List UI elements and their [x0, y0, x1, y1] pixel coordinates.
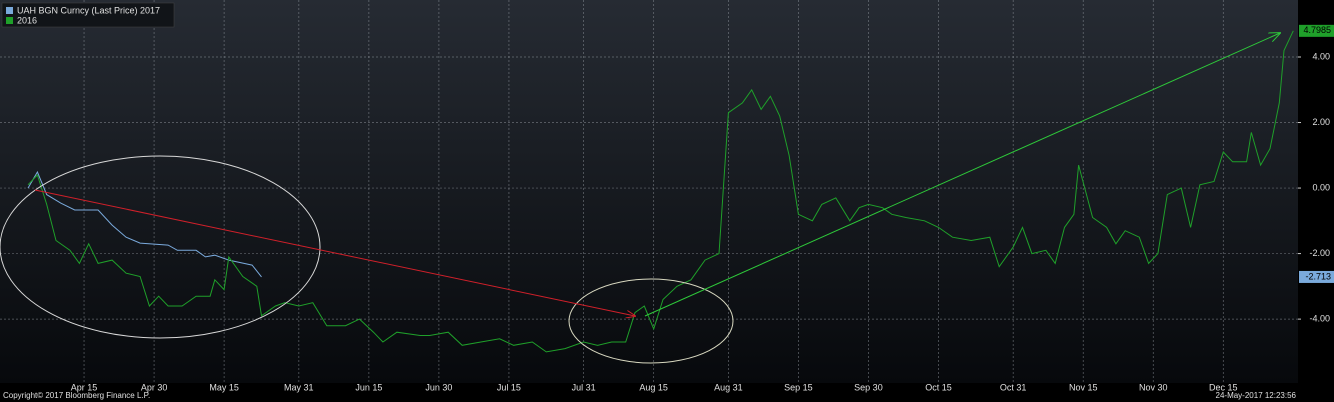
legend-swatch	[6, 17, 13, 24]
y-tick-label: 0.00	[1312, 182, 1330, 192]
copyright: Copyright© 2017 Bloomberg Finance L.P.	[3, 391, 150, 400]
x-tick-label: Apr 15	[71, 382, 98, 392]
plot-area	[0, 0, 1298, 383]
legend-box	[1, 2, 175, 28]
series-line	[27, 30, 1294, 353]
x-tick-label: Apr 30	[141, 382, 168, 392]
timestamp: 24-May-2017 12:23:56	[1216, 391, 1297, 400]
series-line	[27, 170, 262, 278]
x-tick-label: Dec 15	[1209, 382, 1238, 392]
axis-area	[1298, 0, 1334, 402]
x-tick-label: Oct 31	[1000, 382, 1027, 392]
y-tick-label: -4.00	[1309, 313, 1330, 323]
last-value-badge	[1299, 24, 1334, 37]
x-tick-label: Jul 15	[497, 382, 521, 392]
legend-swatch	[6, 7, 13, 14]
x-tick-label: Nov 15	[1069, 382, 1098, 392]
annotations	[0, 33, 1280, 364]
arrow	[644, 33, 1280, 317]
arrow	[34, 189, 635, 316]
x-tick-label: May 15	[209, 382, 239, 392]
grid	[0, 0, 1298, 383]
legend: UAH BGN Curncy (Last Price) 2017 2016	[1, 2, 175, 28]
y-tick-label: -2.00	[1309, 248, 1330, 258]
x-tick-label: Oct 15	[925, 382, 952, 392]
lines	[27, 30, 1294, 353]
ellipse	[568, 278, 734, 364]
y-tick-label: 4.00	[1312, 51, 1330, 61]
y-tick-label: 2.00	[1312, 117, 1330, 127]
x-tick-label: Jul 31	[572, 382, 596, 392]
legend-label: 2016	[17, 15, 37, 25]
x-tick-label: Jun 30	[425, 382, 452, 392]
x-tick-label: Jun 15	[355, 382, 382, 392]
x-tick-label: Sep 30	[854, 382, 883, 392]
x-tick-label: Aug 15	[639, 382, 668, 392]
last-value-label: 4.7985	[1303, 25, 1331, 35]
x-tick-label: Aug 31	[714, 382, 743, 392]
footer-area	[0, 383, 1334, 402]
x-tick-label: Sep 15	[784, 382, 813, 392]
legend-label: UAH BGN Curncy (Last Price) 2017	[17, 5, 160, 15]
x-tick-label: May 31	[284, 382, 314, 392]
last-value-badge	[1299, 270, 1334, 283]
ellipse	[0, 155, 321, 339]
x-tick-label: Nov 30	[1139, 382, 1168, 392]
last-value-label: -2.713	[1305, 271, 1331, 281]
